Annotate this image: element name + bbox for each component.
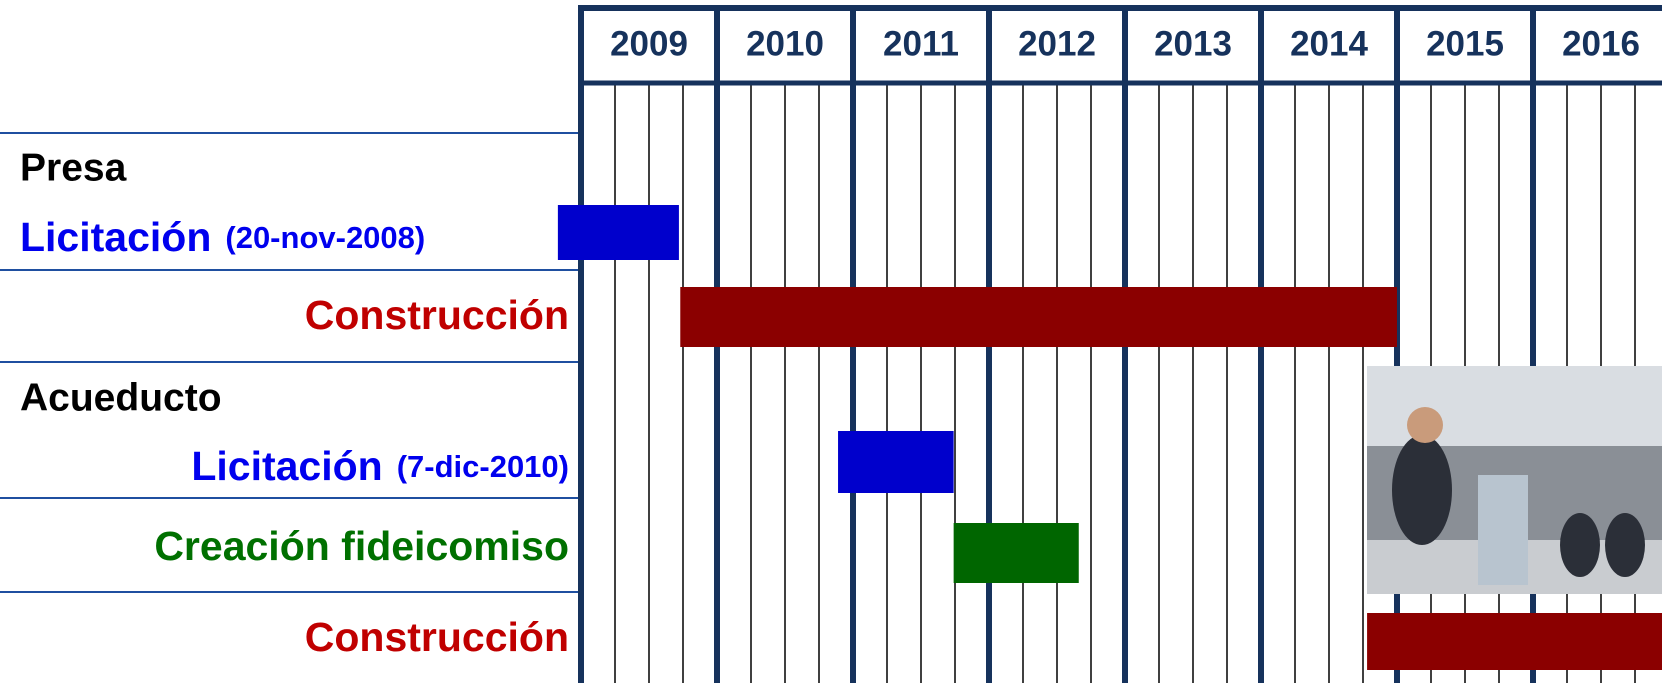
task-name: Construcción xyxy=(305,292,569,338)
task-name: Construcción xyxy=(305,614,569,660)
task-note: (7-dic-2010) xyxy=(397,449,569,484)
x-tick-label: 2016 xyxy=(1562,24,1640,63)
task-label: Creación fideicomiso xyxy=(154,523,569,569)
page: 2009 2010 2011 2012 2013 2014 2015 2016 Presa Li… xyxy=(0,0,1662,683)
photo-guest xyxy=(1560,513,1600,577)
task-bar xyxy=(1367,613,1662,670)
group-label: Presa xyxy=(20,146,127,189)
task-label: Construcción xyxy=(305,614,569,660)
task-name: Licitación xyxy=(191,443,382,489)
task-bar xyxy=(680,287,1397,347)
x-tick-label: 2014 xyxy=(1290,24,1368,63)
group-label: Acueducto xyxy=(20,376,222,419)
photo-guest xyxy=(1605,513,1645,577)
gantt-chart: 2009 2010 2011 2012 2013 2014 2015 2016 Presa Li… xyxy=(0,0,1662,683)
task-note: (20-nov-2008) xyxy=(225,220,425,255)
x-tick-label: 2015 xyxy=(1426,24,1504,63)
task-bar xyxy=(838,431,954,493)
x-tick-label: 2013 xyxy=(1154,24,1232,63)
task-label: Construcción xyxy=(305,292,569,338)
x-tick-label: 2010 xyxy=(746,24,824,63)
task-bar xyxy=(954,523,1079,583)
task-bar xyxy=(558,205,679,260)
photo-podium xyxy=(1478,475,1528,585)
task-name: Creación fideicomiso xyxy=(154,523,569,569)
x-tick-label: 2011 xyxy=(883,24,959,63)
photo-speaker-head xyxy=(1407,407,1443,443)
photo-speaker xyxy=(1392,435,1452,545)
photo xyxy=(1367,366,1662,594)
x-tick-label: 2012 xyxy=(1018,24,1096,63)
task-label: Licitación (7-dic-2010) xyxy=(191,443,569,489)
task-label: Licitación (20-nov-2008) xyxy=(20,214,425,260)
x-tick-label: 2009 xyxy=(610,24,688,63)
task-name: Licitación xyxy=(20,214,211,260)
